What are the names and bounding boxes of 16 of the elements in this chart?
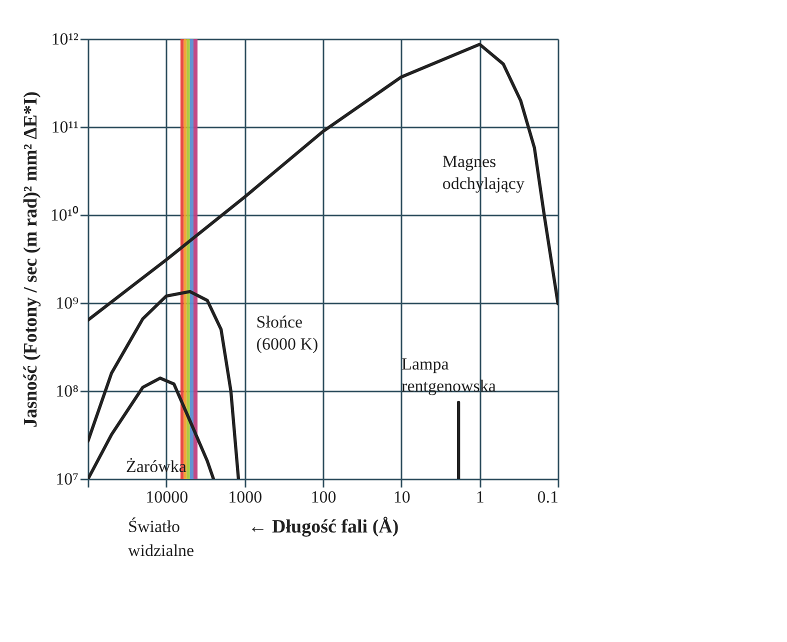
y-axis-title: Jasność (Fotony / sec (m rad)² mm² ΔE*I) xyxy=(20,91,42,428)
y-tick-label: 10¹⁰ xyxy=(50,206,78,224)
series-label: Słońce (6000 K) xyxy=(256,312,318,354)
x-tick-label: 1 xyxy=(476,488,484,506)
y-tick-label: 10¹² xyxy=(51,30,78,48)
x-axis-title: ← Długość fali (Å) xyxy=(248,516,399,538)
y-tick-label: 10⁸ xyxy=(56,382,79,400)
x-tick-label: 10000 xyxy=(146,488,188,506)
y-tick-label: 10¹¹ xyxy=(51,118,78,136)
x-tick-label: 10 xyxy=(393,488,410,506)
x-tick-label: 100 xyxy=(310,488,336,506)
y-tick-label: 10⁹ xyxy=(56,294,79,312)
y-tick-label: 10⁷ xyxy=(56,470,79,488)
x-tick-label: 1000 xyxy=(228,488,262,506)
x-tick-label: 0.1 xyxy=(537,488,558,506)
text: Światło widzialne xyxy=(128,517,194,560)
